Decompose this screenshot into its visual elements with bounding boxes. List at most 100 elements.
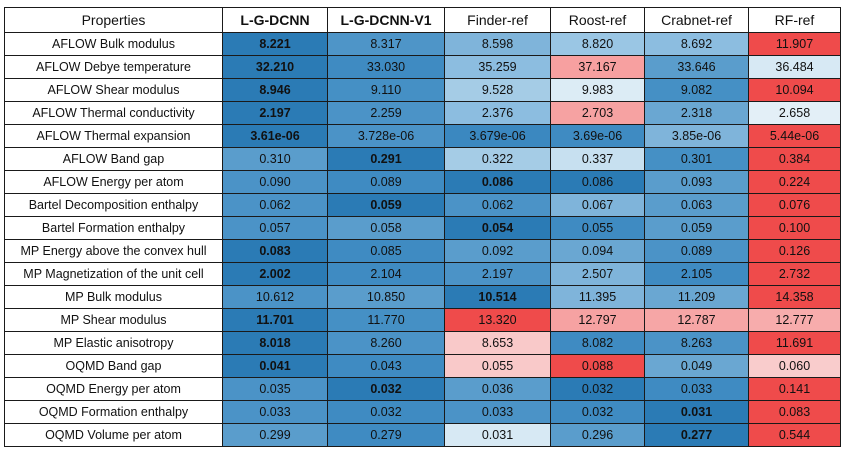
property-name-cell: MP Magnetization of the unit cell — [4, 262, 223, 286]
value-cell: 2.197 — [222, 101, 328, 125]
value-cell: 0.055 — [444, 354, 551, 378]
value-cell: 0.041 — [222, 354, 328, 378]
table-row: Bartel Formation enthalpy 0.057 0.058 0.054… — [4, 216, 841, 240]
table-row: MP Bulk modulus 10.612 10.850 10.514 11.395 1… — [4, 285, 841, 309]
value-cell: 3.728e-06 — [327, 124, 445, 148]
column-header-l-g-dcnn-v1: L-G-DCNN-V1 — [327, 7, 445, 33]
value-cell: 0.544 — [748, 423, 841, 447]
value-cell: 0.083 — [748, 400, 841, 424]
value-cell: 2.197 — [444, 262, 551, 286]
value-cell: 33.646 — [644, 55, 749, 79]
property-name-cell: AFLOW Band gap — [4, 147, 223, 171]
property-name-cell: MP Energy above the convex hull — [4, 239, 223, 263]
value-cell: 12.797 — [550, 308, 645, 332]
property-name-cell: OQMD Formation enthalpy — [4, 400, 223, 424]
value-cell: 8.820 — [550, 32, 645, 56]
value-cell: 11.209 — [644, 285, 749, 309]
value-cell: 8.653 — [444, 331, 551, 355]
table-row: Bartel Decomposition enthalpy 0.062 0.059 0… — [4, 193, 841, 217]
value-cell: 11.701 — [222, 308, 328, 332]
property-name-cell: OQMD Volume per atom — [4, 423, 223, 447]
value-cell: 8.692 — [644, 32, 749, 56]
column-header-properties: Properties — [4, 7, 223, 33]
value-cell: 9.110 — [327, 78, 445, 102]
value-cell: 0.067 — [550, 193, 645, 217]
value-cell: 0.384 — [748, 147, 841, 171]
table-row: AFLOW Debye temperature 32.210 33.030 35.25… — [4, 55, 841, 79]
table-row: OQMD Band gap 0.041 0.043 0.055 0.088 0.049 0.… — [4, 354, 841, 378]
property-name-cell: OQMD Energy per atom — [4, 377, 223, 401]
value-cell: 37.167 — [550, 55, 645, 79]
value-cell: 12.777 — [748, 308, 841, 332]
value-cell: 0.322 — [444, 147, 551, 171]
value-cell: 0.035 — [222, 377, 328, 401]
value-cell: 0.086 — [550, 170, 645, 194]
value-cell: 0.299 — [222, 423, 328, 447]
table-row: OQMD Energy per atom 0.035 0.032 0.036 0.032… — [4, 377, 841, 401]
value-cell: 5.44e-06 — [748, 124, 841, 148]
value-cell: 8.082 — [550, 331, 645, 355]
value-cell: 36.484 — [748, 55, 841, 79]
value-cell: 0.088 — [550, 354, 645, 378]
property-name-cell: AFLOW Bulk modulus — [4, 32, 223, 56]
value-cell: 10.612 — [222, 285, 328, 309]
value-cell: 0.296 — [550, 423, 645, 447]
property-name-cell: AFLOW Thermal expansion — [4, 124, 223, 148]
value-cell: 0.094 — [550, 239, 645, 263]
value-cell: 0.058 — [327, 216, 445, 240]
value-cell: 2.658 — [748, 101, 841, 125]
value-cell: 0.089 — [644, 239, 749, 263]
value-cell: 0.301 — [644, 147, 749, 171]
value-cell: 0.033 — [222, 400, 328, 424]
value-cell: 0.086 — [444, 170, 551, 194]
value-cell: 3.61e-06 — [222, 124, 328, 148]
value-cell: 0.032 — [550, 377, 645, 401]
value-cell: 0.031 — [644, 400, 749, 424]
table-row: MP Shear modulus 11.701 11.770 13.320 12.797… — [4, 308, 841, 332]
value-cell: 2.105 — [644, 262, 749, 286]
value-cell: 8.946 — [222, 78, 328, 102]
value-cell: 9.082 — [644, 78, 749, 102]
value-cell: 0.049 — [644, 354, 749, 378]
value-cell: 0.059 — [327, 193, 445, 217]
value-cell: 0.043 — [327, 354, 445, 378]
value-cell: 0.032 — [327, 400, 445, 424]
value-cell: 9.528 — [444, 78, 551, 102]
value-cell: 11.395 — [550, 285, 645, 309]
value-cell: 0.277 — [644, 423, 749, 447]
value-cell: 33.030 — [327, 55, 445, 79]
table-row: MP Magnetization of the unit cell 2.002 2.… — [4, 262, 841, 286]
property-name-cell: MP Bulk modulus — [4, 285, 223, 309]
value-cell: 0.076 — [748, 193, 841, 217]
value-cell: 11.907 — [748, 32, 841, 56]
value-cell: 0.062 — [222, 193, 328, 217]
value-cell: 2.732 — [748, 262, 841, 286]
results-table: Properties L-G-DCNN L-G-DCNN-V1 Finder-ref R… — [4, 7, 841, 447]
value-cell: 14.358 — [748, 285, 841, 309]
value-cell: 8.317 — [327, 32, 445, 56]
value-cell: 0.054 — [444, 216, 551, 240]
value-cell: 8.018 — [222, 331, 328, 355]
column-header-crabnet-ref: Crabnet-ref — [644, 7, 749, 33]
value-cell: 0.063 — [644, 193, 749, 217]
value-cell: 9.983 — [550, 78, 645, 102]
table-row: AFLOW Shear modulus 8.946 9.110 9.528 9.983 9… — [4, 78, 841, 102]
value-cell: 2.376 — [444, 101, 551, 125]
value-cell: 0.036 — [444, 377, 551, 401]
value-cell: 0.291 — [327, 147, 445, 171]
value-cell: 8.260 — [327, 331, 445, 355]
table-row: AFLOW Band gap 0.310 0.291 0.322 0.337 0.301 0… — [4, 147, 841, 171]
property-name-cell: OQMD Band gap — [4, 354, 223, 378]
value-cell: 32.210 — [222, 55, 328, 79]
value-cell: 0.141 — [748, 377, 841, 401]
value-cell: 0.126 — [748, 239, 841, 263]
property-name-cell: AFLOW Shear modulus — [4, 78, 223, 102]
value-cell: 8.263 — [644, 331, 749, 355]
column-header-finder-ref: Finder-ref — [444, 7, 551, 33]
value-cell: 3.69e-06 — [550, 124, 645, 148]
value-cell: 2.002 — [222, 262, 328, 286]
value-cell: 0.055 — [550, 216, 645, 240]
value-cell: 0.085 — [327, 239, 445, 263]
table-row: AFLOW Thermal conductivity 2.197 2.259 2.37… — [4, 101, 841, 125]
value-cell: 0.059 — [644, 216, 749, 240]
